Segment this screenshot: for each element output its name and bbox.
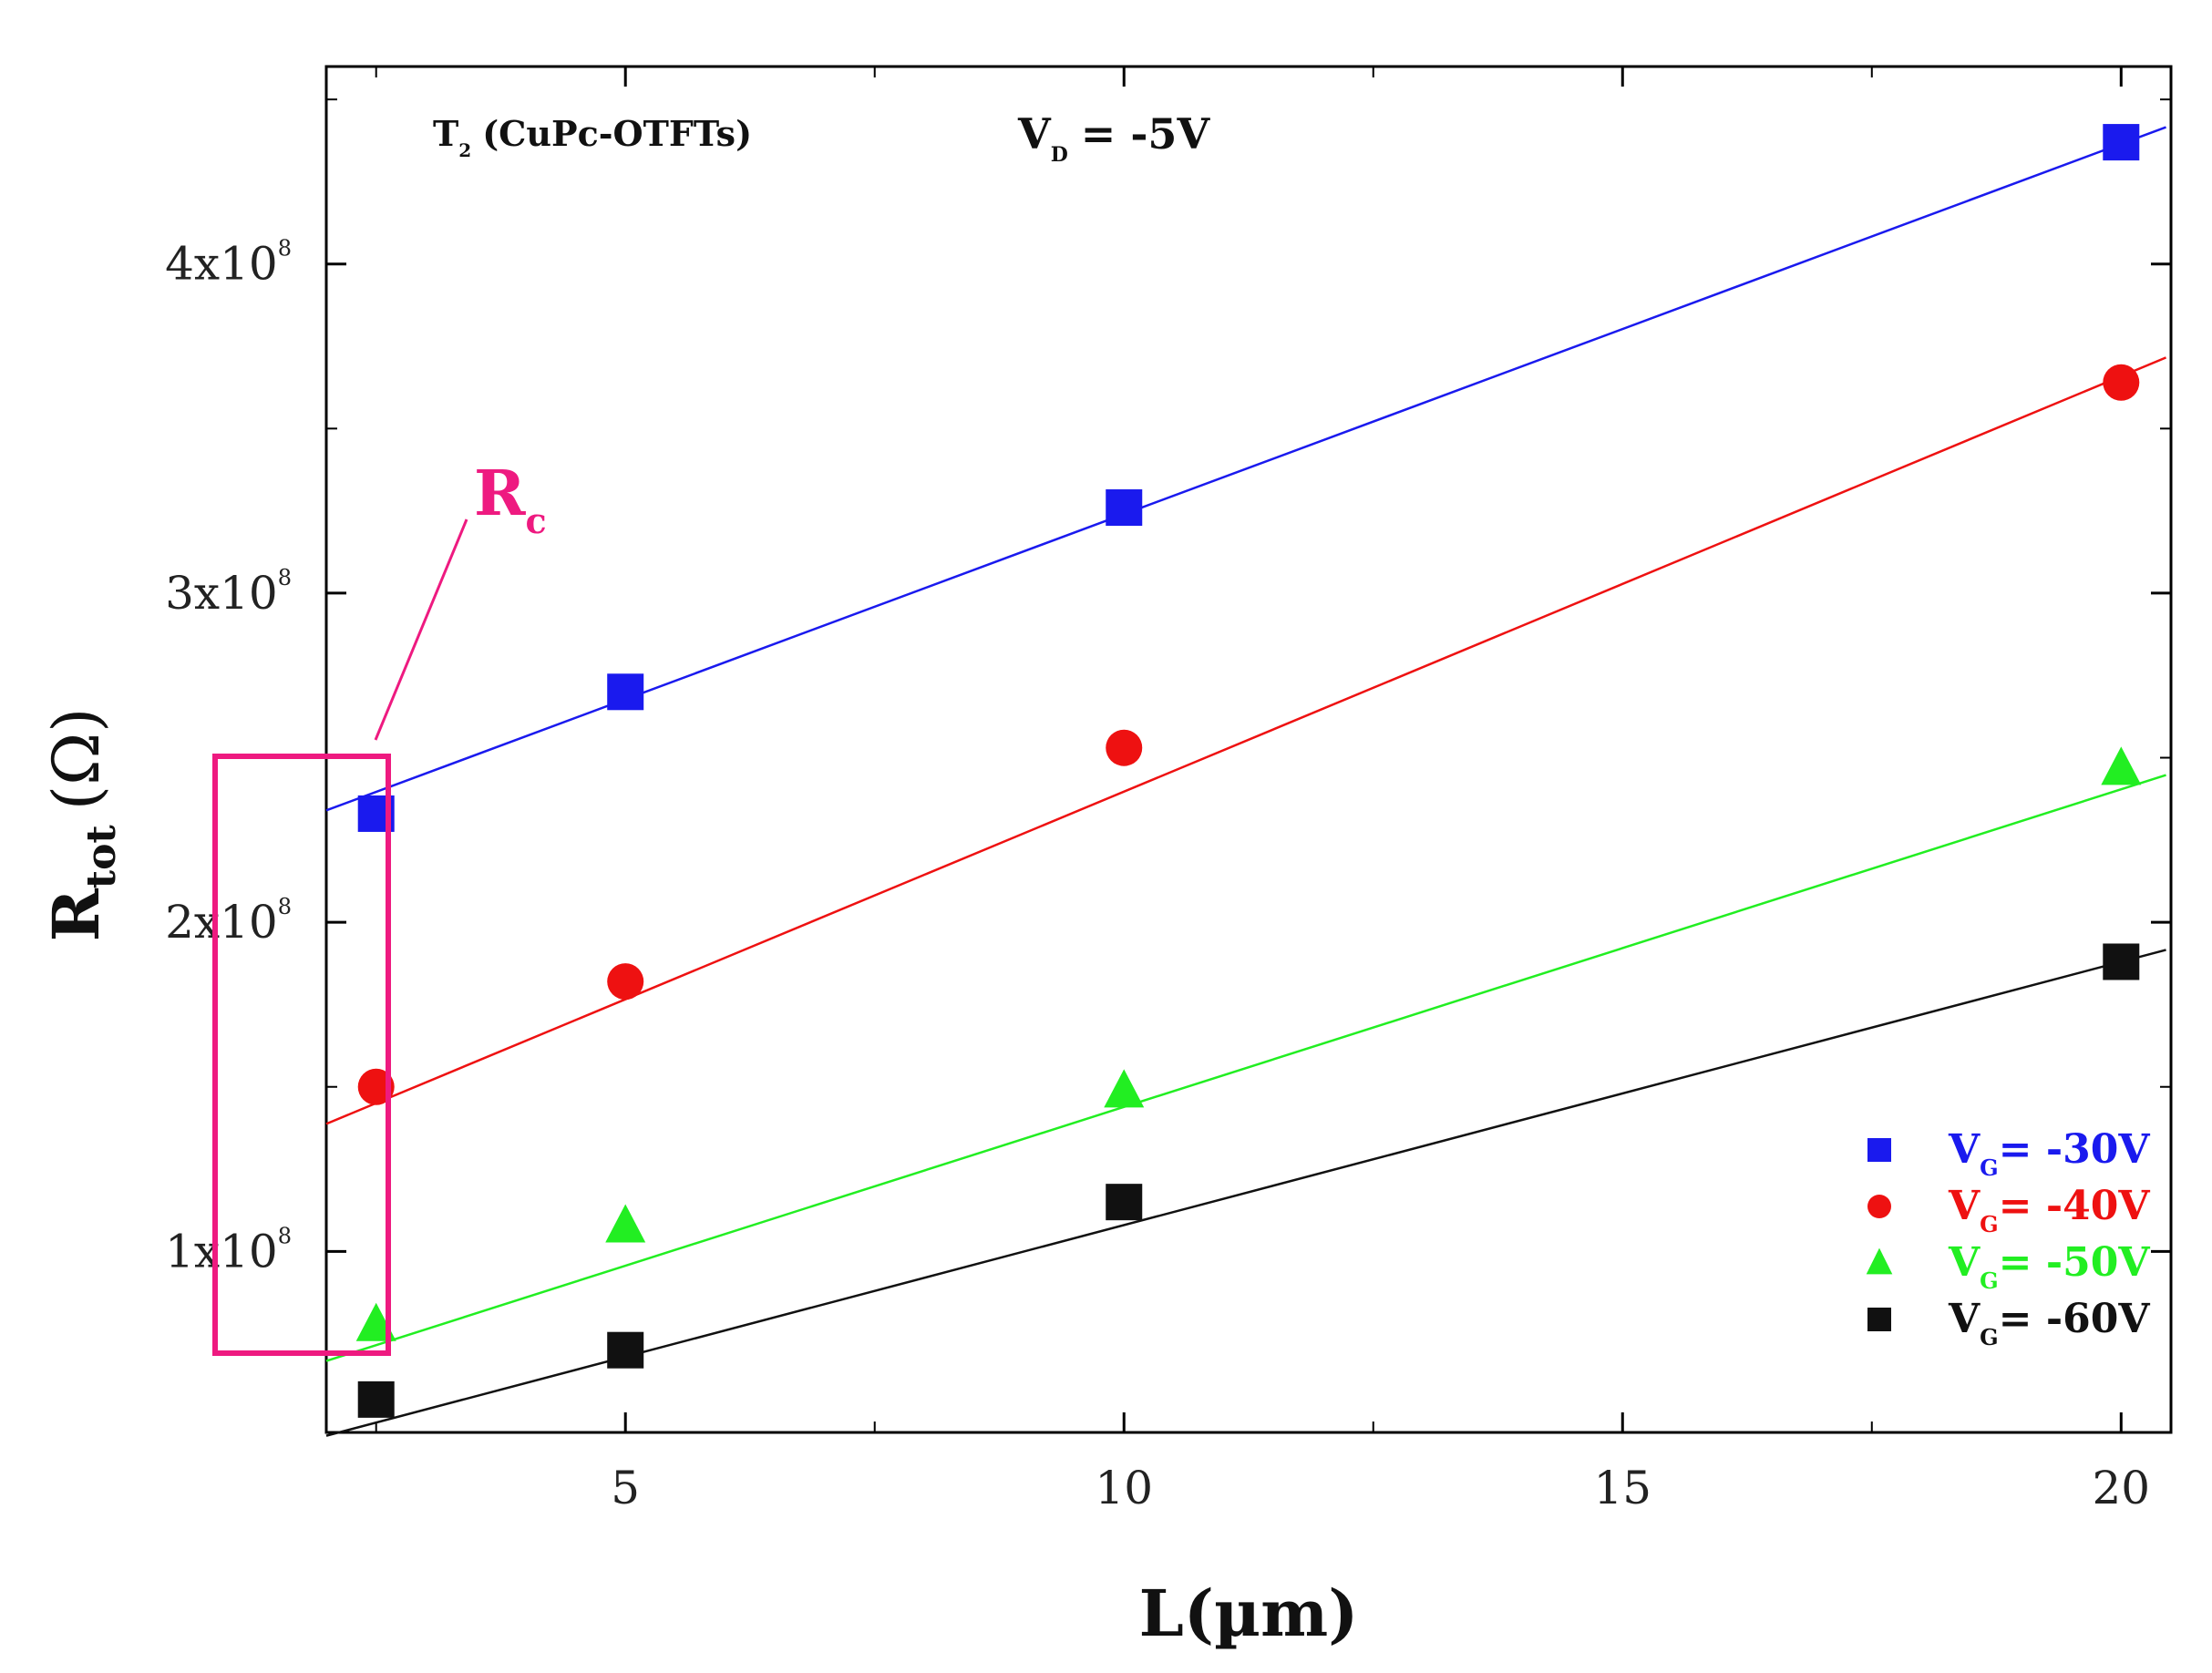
legend-marker-1 [1867, 1138, 1891, 1162]
data-markers [355, 124, 2142, 1418]
data-point-series-4 [607, 1331, 644, 1369]
legend-label-2: VG= -40V [1948, 1183, 2150, 1237]
data-point-series-4 [1106, 1184, 1143, 1221]
y-tick-label: 4x108 [165, 236, 292, 291]
x-axis-ticks: 5 10 15 20 [375, 67, 2150, 1514]
y-label-unit: (Ω) [39, 708, 114, 811]
legend-marker-4 [1867, 1308, 1891, 1331]
drain-voltage-annotation: VD = -5V [1017, 109, 1210, 167]
y-label-sub: tot [78, 825, 125, 889]
data-point-series-1 [607, 673, 644, 711]
data-point-series-1 [1106, 489, 1143, 527]
y-axis-label: Rtot (Ω) [38, 708, 125, 942]
data-point-series-3 [605, 1204, 646, 1243]
y-label-main: R [38, 888, 114, 941]
fit-line-series-2 [325, 356, 2167, 1125]
data-point-series-1 [2103, 124, 2140, 161]
sample-sub: 2 [458, 139, 471, 161]
plot-frame [324, 65, 2173, 1434]
y-tick-label: 2x108 [165, 894, 292, 949]
x-tick-label: 20 [2092, 1462, 2150, 1514]
data-point-series-4 [357, 1380, 395, 1418]
legend-marker-3 [1866, 1247, 1893, 1275]
rc-sub: c [526, 500, 547, 541]
x-tick-label: 10 [1095, 1462, 1153, 1514]
rc-pointer-line [374, 518, 468, 741]
data-point-series-2 [2103, 364, 2140, 401]
data-point-series-3 [1104, 1069, 1145, 1108]
rc-annotation: Rc [474, 457, 547, 541]
y-tick-label: 3x108 [165, 565, 292, 620]
y-tick-label: 1x108 [165, 1223, 292, 1278]
sample-rest: (CuPc-OTFTs) [482, 113, 752, 154]
rc-main: R [474, 457, 526, 530]
data-point-series-4 [2103, 943, 2140, 980]
rc-highlight-box [212, 754, 391, 1356]
data-point-series-2 [357, 1068, 395, 1105]
legend-marker-2 [1867, 1195, 1891, 1218]
drain-rest: = -5V [1081, 109, 1211, 159]
legend-label-1: VG= -30V [1948, 1126, 2150, 1181]
legend-label-4: VG= -60V [1948, 1296, 2150, 1350]
sample-annotation: T2 (CuPc-OTFTs) [433, 113, 752, 161]
drain-sub: D [1051, 143, 1068, 167]
fit-line-series-1 [325, 126, 2166, 812]
x-axis-label: L(µm) [1139, 1575, 1359, 1651]
drain-main: V [1017, 109, 1052, 159]
data-point-series-2 [607, 963, 644, 1001]
legend-label-3: VG= -50V [1948, 1239, 2150, 1294]
fit-lines [325, 126, 2167, 1437]
sample-main: T [433, 113, 458, 154]
y-axis-ticks: 1x108 2x108 3x108 4x108 [165, 98, 2171, 1278]
data-point-series-2 [1106, 729, 1143, 766]
data-point-series-3 [2101, 746, 2142, 785]
fit-line-series-4 [325, 949, 2166, 1437]
x-tick-label: 5 [611, 1462, 640, 1514]
x-tick-label: 15 [1593, 1462, 1651, 1514]
fit-line-series-3 [325, 774, 2166, 1362]
